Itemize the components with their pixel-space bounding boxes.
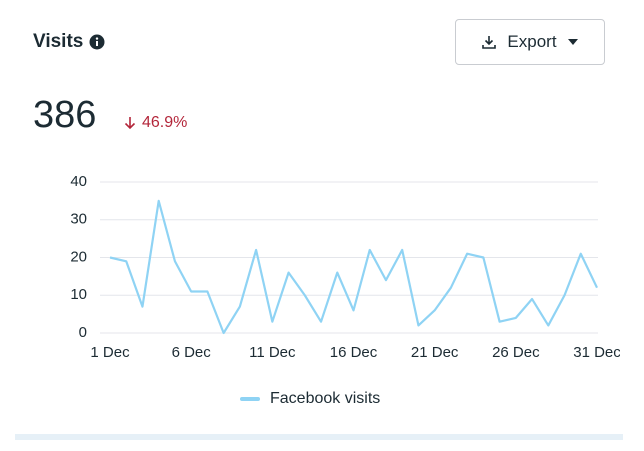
export-label: Export — [507, 32, 557, 51]
down-arrow — [124, 117, 136, 130]
chart: 0 10 20 30 40 1 Dec 6 Dec 11 Dec 16 Dec 21 Dec 26 … — [70, 173, 620, 361]
x-tick-label: 11 Dec — [249, 344, 296, 361]
legend-swatch — [240, 397, 260, 401]
bottom-bar — [15, 434, 623, 440]
y-tick-label: 0 — [79, 324, 87, 341]
title: Visits — [33, 31, 84, 52]
series-line — [109, 199, 598, 335]
x-tick-label: 21 Dec — [411, 344, 459, 361]
download-icon — [482, 36, 497, 49]
y-tick-label: 20 — [70, 248, 87, 265]
change: 46.9% — [124, 114, 187, 132]
legend: Facebook visits — [240, 390, 380, 408]
y-tick-label: 40 — [70, 173, 87, 190]
export-button[interactable]: Export — [455, 19, 605, 65]
x-tick-label: 16 Dec — [330, 344, 378, 361]
change-value: 46.9% — [142, 114, 188, 131]
total: 386 — [33, 94, 97, 136]
legend-label: Facebook visits — [270, 390, 381, 407]
caret — [567, 39, 578, 45]
title-row: Visits — [33, 31, 105, 53]
x-tick-label: 1 Dec — [90, 344, 130, 361]
info-icon — [89, 34, 105, 50]
x-tick-label: 6 Dec — [172, 344, 212, 361]
y-tick-label: 30 — [70, 211, 87, 228]
x-tick-label: 26 Dec — [492, 344, 540, 361]
x-tick-label: 31 Dec — [573, 344, 620, 361]
y-tick-label: 10 — [70, 286, 87, 303]
